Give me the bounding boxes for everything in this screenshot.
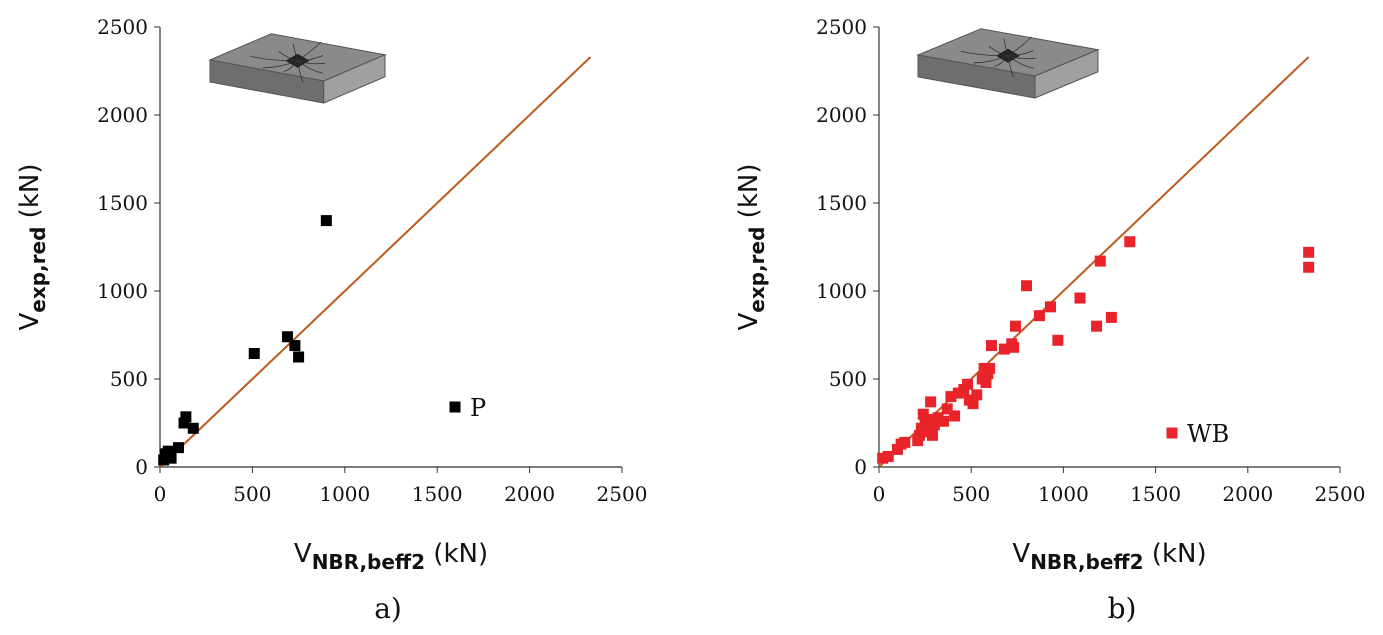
y-tick-label: 2500 — [97, 15, 148, 39]
data-point — [1303, 246, 1315, 258]
y-tick-label: 2000 — [97, 103, 148, 127]
x-tick-label: 1000 — [1038, 482, 1089, 506]
y-tick-label: 2500 — [816, 15, 867, 39]
data-point — [180, 411, 192, 423]
y-axis-title: Vexp,red (kN) — [15, 164, 50, 331]
y-tick-label: 0 — [854, 455, 867, 479]
data-point — [178, 417, 190, 429]
y-tick-label: 2000 — [816, 103, 867, 127]
data-point — [952, 387, 964, 399]
data-point — [925, 396, 937, 408]
data-point — [932, 412, 944, 424]
data-point — [1105, 311, 1117, 323]
data-point — [1124, 236, 1136, 248]
panel-a: 0 500 1000 1500 2000 2500 0 500 1000 1500 2000 2500… — [15, 15, 647, 625]
data-point — [917, 408, 929, 420]
data-point — [882, 450, 894, 462]
punching-slab-icon — [208, 33, 387, 104]
data-point — [926, 429, 938, 441]
data-point — [945, 391, 957, 403]
data-point — [293, 351, 305, 363]
punching-slab-icon — [916, 28, 1100, 99]
data-point — [877, 452, 889, 464]
legend-marker — [449, 401, 461, 413]
data-point — [1044, 301, 1056, 313]
x-axis-title: VNBR,beff2 (kN) — [1012, 539, 1206, 574]
data-point — [985, 340, 997, 352]
data-point — [914, 429, 926, 441]
panel-label: b) — [1108, 592, 1137, 625]
panel-b: 0 500 1000 1500 2000 2500 0 500 1000 1500 2000 2500… — [734, 15, 1365, 625]
x-tick-label: 500 — [952, 482, 990, 506]
data-point — [962, 378, 974, 390]
x-tick-label: 0 — [873, 482, 886, 506]
x-tick-label: 2000 — [504, 482, 555, 506]
data-point — [187, 422, 199, 434]
data-point — [1009, 320, 1021, 332]
legend-label: WB — [1187, 420, 1229, 448]
y-tick-label: 0 — [135, 455, 148, 479]
data-point — [1052, 334, 1064, 346]
y-tick-label: 1000 — [97, 279, 148, 303]
x-tick-label: 1500 — [1130, 482, 1181, 506]
data-point — [282, 331, 294, 343]
y-axis-title: Vexp,red (kN) — [734, 164, 769, 331]
data-point — [1091, 320, 1103, 332]
x-tick-label: 2500 — [597, 482, 648, 506]
data-point — [1033, 310, 1045, 322]
x-tick-label: 2000 — [1222, 482, 1273, 506]
data-point — [921, 426, 933, 438]
reference-line — [159, 56, 592, 468]
data-point — [938, 415, 950, 427]
data-point — [899, 436, 911, 448]
panel-label: a) — [374, 592, 402, 625]
data-point — [998, 343, 1010, 355]
x-tick-label: 1500 — [412, 482, 463, 506]
y-tick-label: 500 — [829, 367, 867, 391]
legend-label: P — [470, 394, 486, 422]
data-point — [1008, 341, 1020, 353]
x-tick-label: 2500 — [1315, 482, 1366, 506]
y-tick-label: 1500 — [97, 191, 148, 215]
x-tick-label: 0 — [154, 482, 167, 506]
data-point — [289, 340, 301, 352]
data-point — [980, 377, 992, 389]
data-point — [967, 398, 979, 410]
data-point — [1074, 292, 1086, 304]
data-point — [1303, 261, 1315, 273]
y-tick-label: 1000 — [816, 279, 867, 303]
data-point — [923, 413, 935, 425]
data-point — [941, 403, 953, 415]
data-point — [320, 215, 332, 227]
data-point — [248, 347, 260, 359]
data-point — [971, 389, 983, 401]
x-tick-label: 1000 — [319, 482, 370, 506]
data-point — [1021, 280, 1033, 292]
data-point — [1094, 255, 1106, 267]
legend-marker — [1166, 427, 1178, 439]
data-point — [928, 419, 940, 431]
data-point — [949, 410, 961, 422]
x-tick-label: 500 — [233, 482, 271, 506]
data-point — [165, 452, 177, 464]
x-axis-title: VNBR,beff2 (kN) — [294, 539, 488, 574]
data-point — [984, 362, 996, 374]
y-tick-label: 1500 — [816, 191, 867, 215]
y-tick-label: 500 — [110, 367, 148, 391]
data-point — [172, 442, 184, 454]
